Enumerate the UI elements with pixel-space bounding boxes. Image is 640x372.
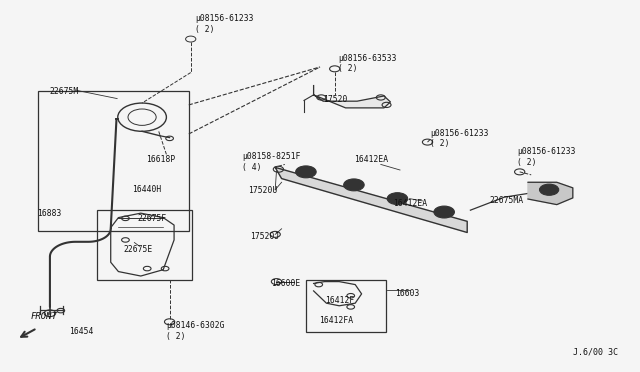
Polygon shape bbox=[314, 86, 390, 108]
Text: µ08158-8251F
( 4): µ08158-8251F ( 4) bbox=[242, 152, 300, 171]
Circle shape bbox=[387, 193, 408, 205]
Circle shape bbox=[439, 209, 449, 215]
Text: FRONT: FRONT bbox=[31, 312, 58, 321]
Text: 16440H: 16440H bbox=[132, 185, 162, 194]
Circle shape bbox=[301, 169, 311, 175]
Text: 16603: 16603 bbox=[396, 289, 420, 298]
Text: 16454: 16454 bbox=[69, 327, 93, 336]
Text: 17520J: 17520J bbox=[250, 232, 280, 241]
Text: µ08156-63533
( 2): µ08156-63533 ( 2) bbox=[338, 54, 396, 73]
Text: 22675MA: 22675MA bbox=[489, 196, 523, 205]
Text: 22675M: 22675M bbox=[49, 87, 79, 96]
Text: µ08146-6302G
( 2): µ08146-6302G ( 2) bbox=[166, 321, 225, 341]
Text: µ08156-61233
( 2): µ08156-61233 ( 2) bbox=[195, 15, 253, 34]
Text: 16883: 16883 bbox=[37, 209, 61, 218]
Text: µ08156-61233
( 2): µ08156-61233 ( 2) bbox=[517, 147, 575, 167]
Bar bbox=[306, 280, 386, 332]
Circle shape bbox=[344, 179, 364, 191]
Circle shape bbox=[349, 182, 359, 188]
Text: µ08156-61233
( 2): µ08156-61233 ( 2) bbox=[430, 129, 488, 148]
Text: 16412EA: 16412EA bbox=[354, 155, 388, 164]
Text: 17520: 17520 bbox=[323, 95, 348, 104]
Polygon shape bbox=[528, 182, 573, 205]
Circle shape bbox=[434, 206, 454, 218]
Text: 17520U: 17520U bbox=[248, 186, 278, 195]
Polygon shape bbox=[275, 167, 467, 232]
Text: 16600E: 16600E bbox=[271, 279, 301, 288]
Text: 16412FA: 16412FA bbox=[319, 316, 353, 325]
Circle shape bbox=[540, 184, 559, 195]
Bar bbox=[97, 210, 192, 280]
Text: J.6/00 3C: J.6/00 3C bbox=[573, 347, 618, 356]
Text: 16412EA: 16412EA bbox=[393, 199, 427, 208]
Circle shape bbox=[545, 187, 554, 192]
Text: 22675E: 22675E bbox=[124, 245, 153, 254]
Bar bbox=[38, 91, 189, 231]
Text: 16618P: 16618P bbox=[146, 155, 175, 164]
Text: 16412F: 16412F bbox=[325, 296, 355, 305]
Text: 22675F: 22675F bbox=[138, 214, 167, 223]
Circle shape bbox=[392, 196, 403, 202]
Circle shape bbox=[296, 166, 316, 178]
